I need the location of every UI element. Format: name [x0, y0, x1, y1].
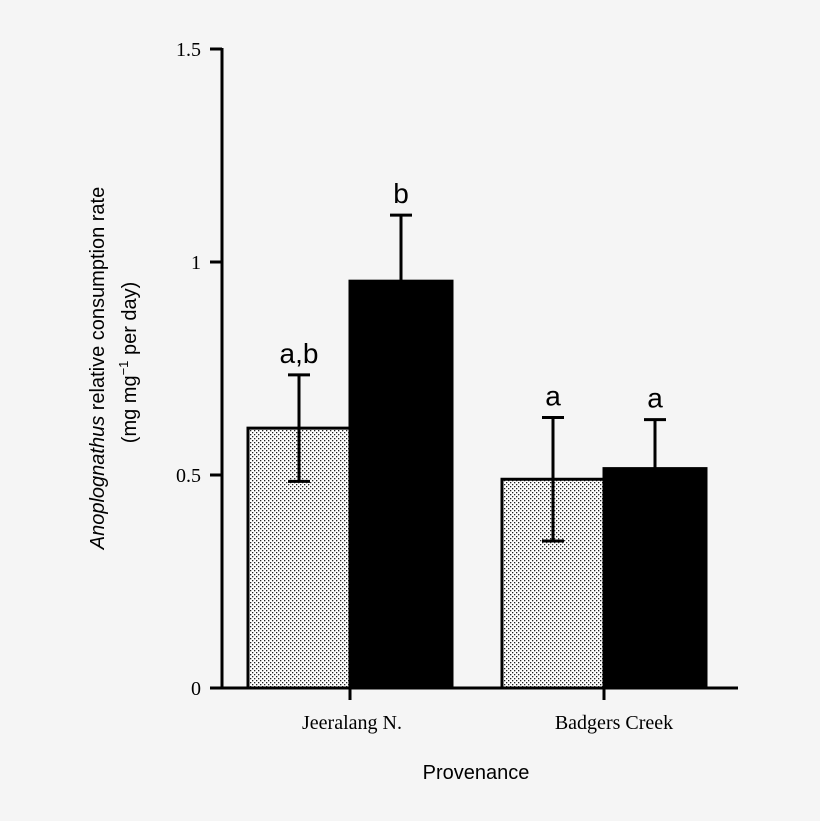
bar-treatment-2-1 [602, 467, 708, 690]
y-axis-units-prefix: (mg mg [119, 375, 141, 443]
x-ticks-layer [348, 688, 606, 700]
y-axis-units: (mg mg−1 per day) [116, 254, 141, 482]
y-axis-title: Anoplognathus relative consumption rate [87, 187, 109, 550]
svg-text:(mg mg−1 per day): (mg mg−1 per day) [116, 254, 141, 482]
y-axis-title-rest: relative consumption rate [87, 187, 109, 416]
significance-label: a [545, 380, 561, 411]
significance-label: a,b [280, 338, 319, 369]
category-label-badgers-creek: Badgers Creek [555, 712, 673, 734]
category-label-jeeralang: Jeeralang N. [302, 712, 402, 734]
x-axis-title: Provenance [423, 762, 530, 784]
error-bars-layer [288, 213, 666, 543]
y-tick-label: 0.5 [176, 465, 201, 487]
y-axis-title-italic: Anoplognathus [87, 416, 109, 550]
y-tick-label: 1.5 [176, 39, 201, 61]
y-ticks-layer: 0 0.5 1 1.5 [176, 39, 222, 700]
y-axis-units-suffix: per day) [119, 282, 141, 361]
y-axis-units-superscript: −1 [116, 361, 131, 376]
y-tick-label: 1 [191, 252, 201, 274]
significance-label: a [647, 383, 663, 414]
bar-treatment-2-0 [348, 279, 454, 690]
significance-labels-layer: a,b b a a [280, 178, 664, 413]
y-tick-label: 0 [191, 678, 201, 700]
significance-label: b [393, 178, 409, 209]
svg-text:Anoplognathus relative consump: Anoplognathus relative consumption rate [87, 187, 109, 550]
